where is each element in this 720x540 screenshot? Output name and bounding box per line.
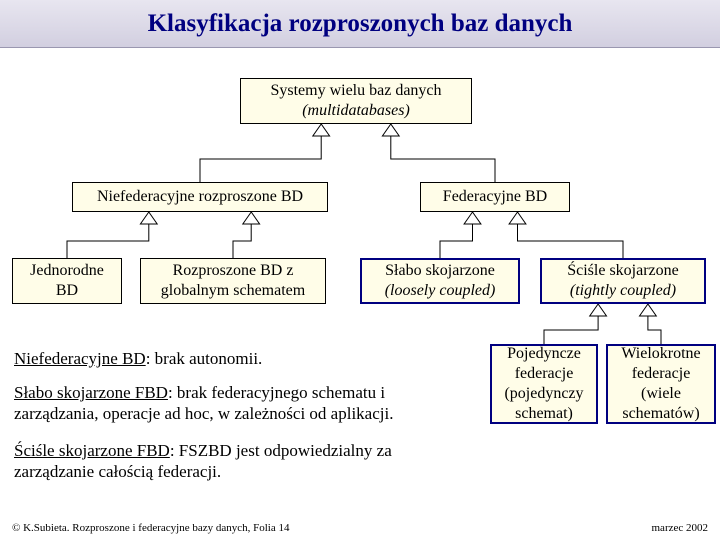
node-poj-line3: (pojedynczy: [504, 384, 583, 404]
node-wiel-line1: Wielokrotne: [621, 344, 700, 364]
para3-rest1: : FSZBD jest odpowiedzialny za: [170, 441, 392, 460]
node-poj: Pojedynczefederacje(pojedynczyschemat): [490, 344, 598, 424]
node-root: Systemy wielu baz danych(multidatabases): [240, 78, 472, 124]
paragraph-scisle: Ściśle skojarzone FBD: FSZBD jest odpowi…: [14, 440, 392, 483]
node-jedno-line2: BD: [56, 281, 78, 301]
node-wiel-line2: federacje: [632, 364, 691, 384]
para1-rest: : brak autonomii.: [146, 349, 263, 368]
node-poj-line4: schemat): [515, 404, 573, 424]
node-nief-line1: Niefederacyjne rozproszone BD: [97, 187, 303, 207]
node-root-line2: (multidatabases): [302, 101, 410, 121]
slide-title: Klasyfikacja rozproszonych baz danych: [0, 0, 720, 48]
node-root-line1: Systemy wielu baz danych: [270, 81, 441, 101]
node-rozg-line2: globalnym schematem: [161, 281, 305, 301]
node-jedno-line1: Jednorodne: [30, 261, 104, 281]
para2-lead: Słabo skojarzone FBD: [14, 383, 168, 402]
para2-rest1: : brak federacyjnego schematu i: [168, 383, 385, 402]
slide-title-text: Klasyfikacja rozproszonych baz danych: [148, 10, 573, 38]
node-poj-line1: Pojedyncze: [507, 344, 581, 364]
node-slabo-line1: Słabo skojarzone: [385, 261, 495, 281]
paragraph-niefederacyjne: Niefederacyjne BD: brak autonomii.: [14, 348, 262, 369]
node-poj-line2: federacje: [515, 364, 574, 384]
node-wiel-line3: (wiele: [641, 384, 681, 404]
node-rozg-line1: Rozproszone BD z: [173, 261, 294, 281]
para1-lead: Niefederacyjne BD: [14, 349, 146, 368]
node-scisl-line2: (tightly coupled): [570, 281, 676, 301]
node-wiel: Wielokrotnefederacje(wieleschematów): [606, 344, 716, 424]
node-scisl-line1: Ściśle skojarzone: [567, 261, 679, 281]
node-wiel-line4: schematów): [622, 404, 699, 424]
para2-rest2: zarządzania, operacje ad hoc, w zależnoś…: [14, 404, 393, 423]
node-slabo: Słabo skojarzone(loosely coupled): [360, 258, 520, 304]
para3-lead: Ściśle skojarzone FBD: [14, 441, 170, 460]
node-slabo-line2: (loosely coupled): [385, 281, 496, 301]
node-jedno: JednorodneBD: [12, 258, 122, 304]
para3-rest2: zarządzanie całością federacji.: [14, 462, 221, 481]
node-nief: Niefederacyjne rozproszone BD: [72, 182, 328, 212]
node-rozg: Rozproszone BD zglobalnym schematem: [140, 258, 326, 304]
node-fed: Federacyjne BD: [420, 182, 570, 212]
footer-right: marzec 2002: [652, 522, 709, 534]
node-scisl: Ściśle skojarzone(tightly coupled): [540, 258, 706, 304]
footer-left: © K.Subieta. Rozproszone i federacyjne b…: [12, 522, 289, 534]
node-fed-line1: Federacyjne BD: [443, 187, 547, 207]
paragraph-slabo: Słabo skojarzone FBD: brak federacyjnego…: [14, 382, 393, 425]
